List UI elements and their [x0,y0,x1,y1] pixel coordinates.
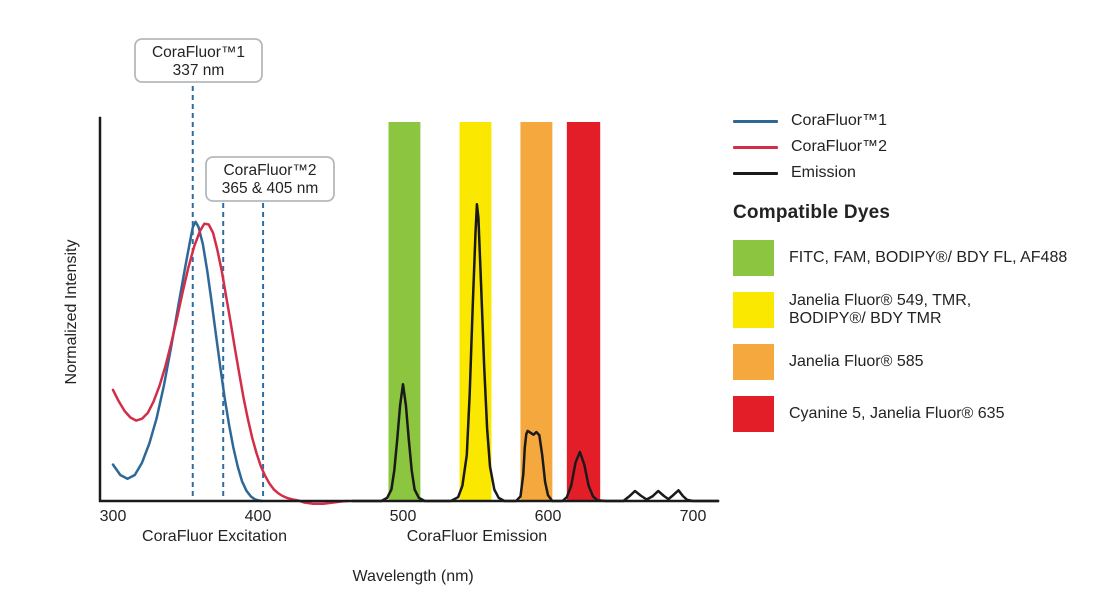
emission-filter-cy5-band [566,122,601,501]
corafluor2-excitation-curve [111,222,350,505]
emission-filter-fitc-band [388,122,421,501]
dye-label: FITC, FAM, BODIPY®/ BDY FL, AF488 [789,248,1068,266]
dye-row-fitc: FITC, FAM, BODIPY®/ BDY FL, AF488 [733,239,1105,276]
emission-curve [351,202,719,503]
legend-item-corafluor1: CoraFluor™1 [733,110,1105,132]
legend: CoraFluor™1 CoraFluor™2 Emission [733,110,1105,184]
x-tick-label: 600 [535,508,562,525]
dye-label: Cyanine 5, Janelia Fluor® 635 [789,404,1005,422]
compatible-dyes-heading: Compatible Dyes [733,202,891,223]
corafluor1-line-swatch [733,119,778,123]
callout-box [134,38,263,83]
red-filter-swatch [733,395,774,432]
right-panel: CoraFluor™1 CoraFluor™2 Emission Compati… [733,110,1105,432]
dye-row-cy5: Cyanine 5, Janelia Fluor® 635 [733,395,1105,432]
corafluor1-excitation-curve [111,220,264,503]
legend-label: CoraFluor™2 [791,138,888,155]
x-tick-label: 500 [390,508,417,525]
emission-filter-jf549-band [459,122,492,501]
callout-title: CoraFluor™2 [223,162,316,179]
emission-caption: CoraFluor Emission [407,528,547,545]
green-filter-swatch [733,239,774,276]
orange-filter-swatch [733,343,774,380]
spectra-chart: 300 400 500 600 700 CoraFluor Excitation CoraF… [63,38,720,585]
x-tick-label: 400 [245,508,272,525]
excitation-caption: CoraFluor Excitation [142,528,287,545]
yellow-filter-swatch [733,291,774,328]
legend-label: CoraFluor™1 [791,112,888,129]
legend-label: Emission [791,164,856,181]
callout-title: CoraFluor™1 [152,44,245,61]
axes [98,116,720,503]
corafluor2-line-swatch [733,145,778,149]
callout-box [205,156,335,202]
callout-subtitle: 337 nm [173,62,225,79]
x-axis-title: Wavelength (nm) [353,568,474,585]
emission-line-swatch [733,171,778,175]
y-axis-title: Normalized Intensity [63,240,80,385]
x-tick-label: 700 [680,508,707,525]
x-tick-label: 300 [100,508,127,525]
dye-row-jf585: Janelia Fluor® 585 [733,343,1105,380]
dye-row-jf549: Janelia Fluor® 549, TMR, BODIPY®/ BDY TM… [733,291,1105,328]
legend-item-corafluor2: CoraFluor™2 [733,136,1105,158]
dye-label: Janelia Fluor® 585 [789,352,924,370]
legend-item-emission: Emission [733,162,1105,184]
dye-label: Janelia Fluor® 549, TMR, BODIPY®/ BDY TM… [789,291,972,327]
callout-subtitle: 365 & 405 nm [222,180,319,197]
